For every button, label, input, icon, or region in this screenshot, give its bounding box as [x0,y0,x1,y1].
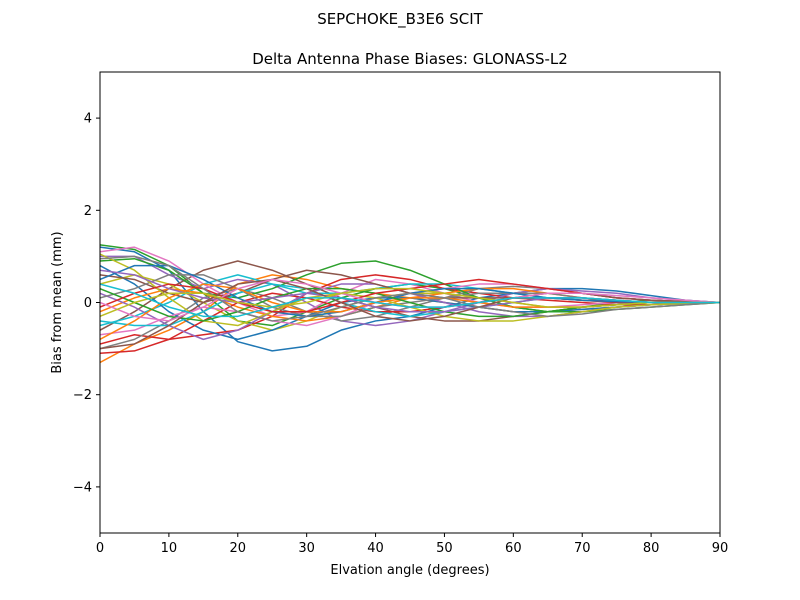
series-line-30 [100,283,720,318]
series-line-26 [100,278,720,350]
x-tick-label: 50 [436,541,453,556]
x-tick-label: 20 [230,541,247,556]
series-line-29 [100,287,720,318]
x-tick-label: 40 [367,541,384,556]
x-tick-label: 90 [712,541,729,556]
chart-title: Delta Antenna Phase Biases: GLONASS-L2 [252,50,568,68]
y-tick-label: 0 [84,296,92,311]
series-lines-group [100,244,720,364]
y-tick-label: 2 [84,204,92,219]
chart-suptitle: SEPCHOKE_B3E6 SCIT [317,10,483,29]
y-tick-label: −4 [73,480,92,495]
x-tick-label: 10 [161,541,178,556]
x-tick-label: 30 [298,541,315,556]
x-tick-label: 70 [574,541,591,556]
y-tick-label: −2 [73,388,92,403]
x-tick-label: 80 [643,541,660,556]
y-tick-label: 4 [84,112,92,127]
x-axis-label: Elvation angle (degrees) [330,563,489,578]
x-tick-label: 60 [505,541,522,556]
x-axis: 0 10 20 30 40 50 60 70 80 90 [96,533,728,556]
x-tick-label: 0 [96,541,104,556]
y-axis: −4 −2 0 2 4 [73,112,100,495]
y-axis-label: Bias from mean (mm) [50,231,65,373]
series-line-28 [100,255,720,322]
